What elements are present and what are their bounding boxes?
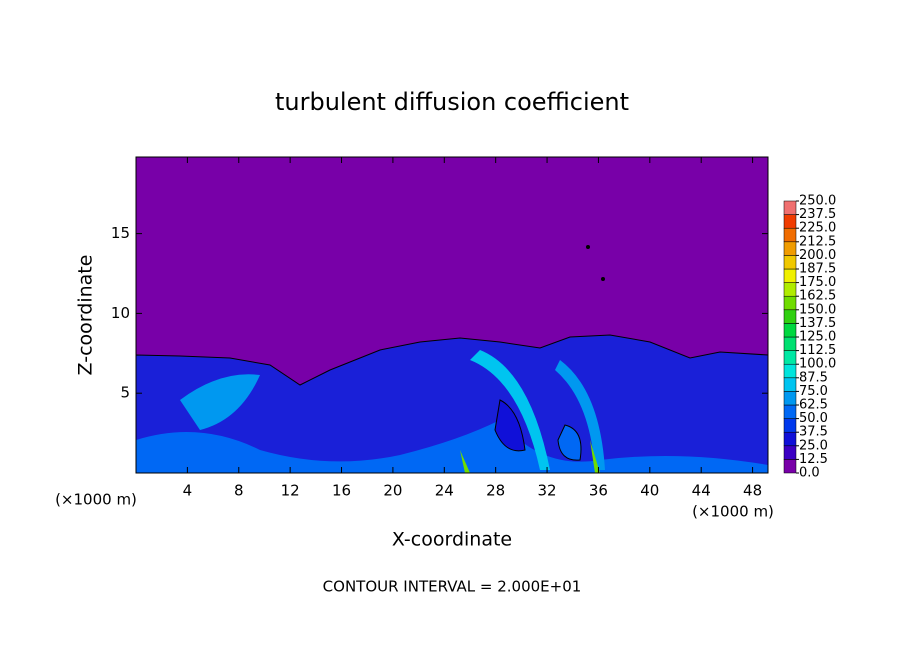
colorbar-band [783, 309, 797, 324]
colorbar-label: 0.0 [799, 466, 820, 481]
plot-frame [135, 156, 769, 474]
footnote: CONTOUR INTERVAL = 2.000E+01 [323, 578, 582, 596]
colorbar-band [783, 268, 797, 283]
colorbar-label: 137.5 [799, 316, 836, 331]
field-region [494, 399, 526, 452]
field-region [135, 334, 769, 474]
x-tick-label: 28 [486, 482, 505, 500]
field-region [590, 440, 600, 473]
field-region [470, 350, 550, 470]
colorbar-label: 200.0 [799, 248, 836, 263]
colorbar-band [783, 459, 797, 474]
colorbar-band [783, 255, 797, 270]
x-unit-right: (×1000 m) [692, 503, 774, 521]
field-spot [601, 277, 605, 281]
colorbar-label: 237.5 [799, 207, 836, 222]
field-region [555, 360, 605, 470]
colorbar-band [783, 350, 797, 365]
x-unit-left: (×1000 m) [55, 491, 137, 509]
colorbar-label: 37.5 [799, 425, 828, 440]
field-region [180, 374, 260, 430]
x-tick-label: 16 [332, 482, 351, 500]
colorbar-label: 112.5 [799, 343, 836, 358]
colorbar-label: 12.5 [799, 452, 828, 467]
colorbar-label: 212.5 [799, 234, 836, 249]
x-tick-label: 12 [281, 482, 300, 500]
colorbar-band [783, 336, 797, 351]
x-tick-label: 4 [183, 482, 193, 500]
x-tick-label: 8 [234, 482, 244, 500]
colorbar-band [783, 418, 797, 433]
colorbar-band [783, 391, 797, 406]
x-tick-label: 48 [743, 482, 762, 500]
colorbar-band [783, 363, 797, 379]
colorbar-band [783, 241, 797, 256]
x-tick-label: 36 [589, 482, 608, 500]
colorbar-band [783, 445, 797, 460]
chart-title: turbulent diffusion coefficient [275, 88, 629, 116]
colorbar-band [783, 200, 797, 215]
x-tick-label: 44 [692, 482, 711, 500]
colorbar-label: 187.5 [799, 262, 836, 277]
field-region [136, 420, 768, 473]
field-region [460, 450, 470, 473]
x-tick-label: 32 [538, 482, 557, 500]
colorbar-label: 225.0 [799, 221, 836, 236]
colorbar-label: 50.0 [799, 411, 828, 426]
colorbar-band [783, 282, 797, 297]
y-tick-label: 10 [111, 304, 130, 322]
colorbar-label: 87.5 [799, 370, 828, 385]
colorbar-band [783, 214, 797, 229]
colorbar-band [783, 377, 797, 392]
colorbar-band [783, 295, 797, 311]
colorbar-label: 150.0 [799, 302, 836, 317]
colorbar-band [783, 431, 797, 447]
colorbar-label: 162.5 [799, 289, 836, 304]
field [135, 157, 769, 474]
colorbar-label: 25.0 [799, 438, 828, 453]
y-tick-label: 15 [111, 224, 130, 242]
x-tick-label: 20 [383, 482, 402, 500]
colorbar-label: 175.0 [799, 275, 836, 290]
colorbar-label: 62.5 [799, 398, 828, 413]
y-axis-label: Z-coordinate [75, 255, 97, 376]
x-tick-label: 40 [640, 482, 659, 500]
colorbar-band [783, 404, 797, 419]
colorbar-label: 250.0 [799, 194, 836, 209]
x-tick-label: 24 [435, 482, 454, 500]
colorbar-band [783, 323, 797, 338]
field-spot [586, 245, 590, 249]
y-tick-label: 5 [120, 384, 130, 402]
colorbar-label: 100.0 [799, 357, 836, 372]
field-region [557, 424, 582, 461]
x-axis-label: X-coordinate [392, 529, 512, 551]
colorbar-band [783, 227, 797, 243]
colorbar-label: 75.0 [799, 384, 828, 399]
colorbar-label: 125.0 [799, 330, 836, 345]
